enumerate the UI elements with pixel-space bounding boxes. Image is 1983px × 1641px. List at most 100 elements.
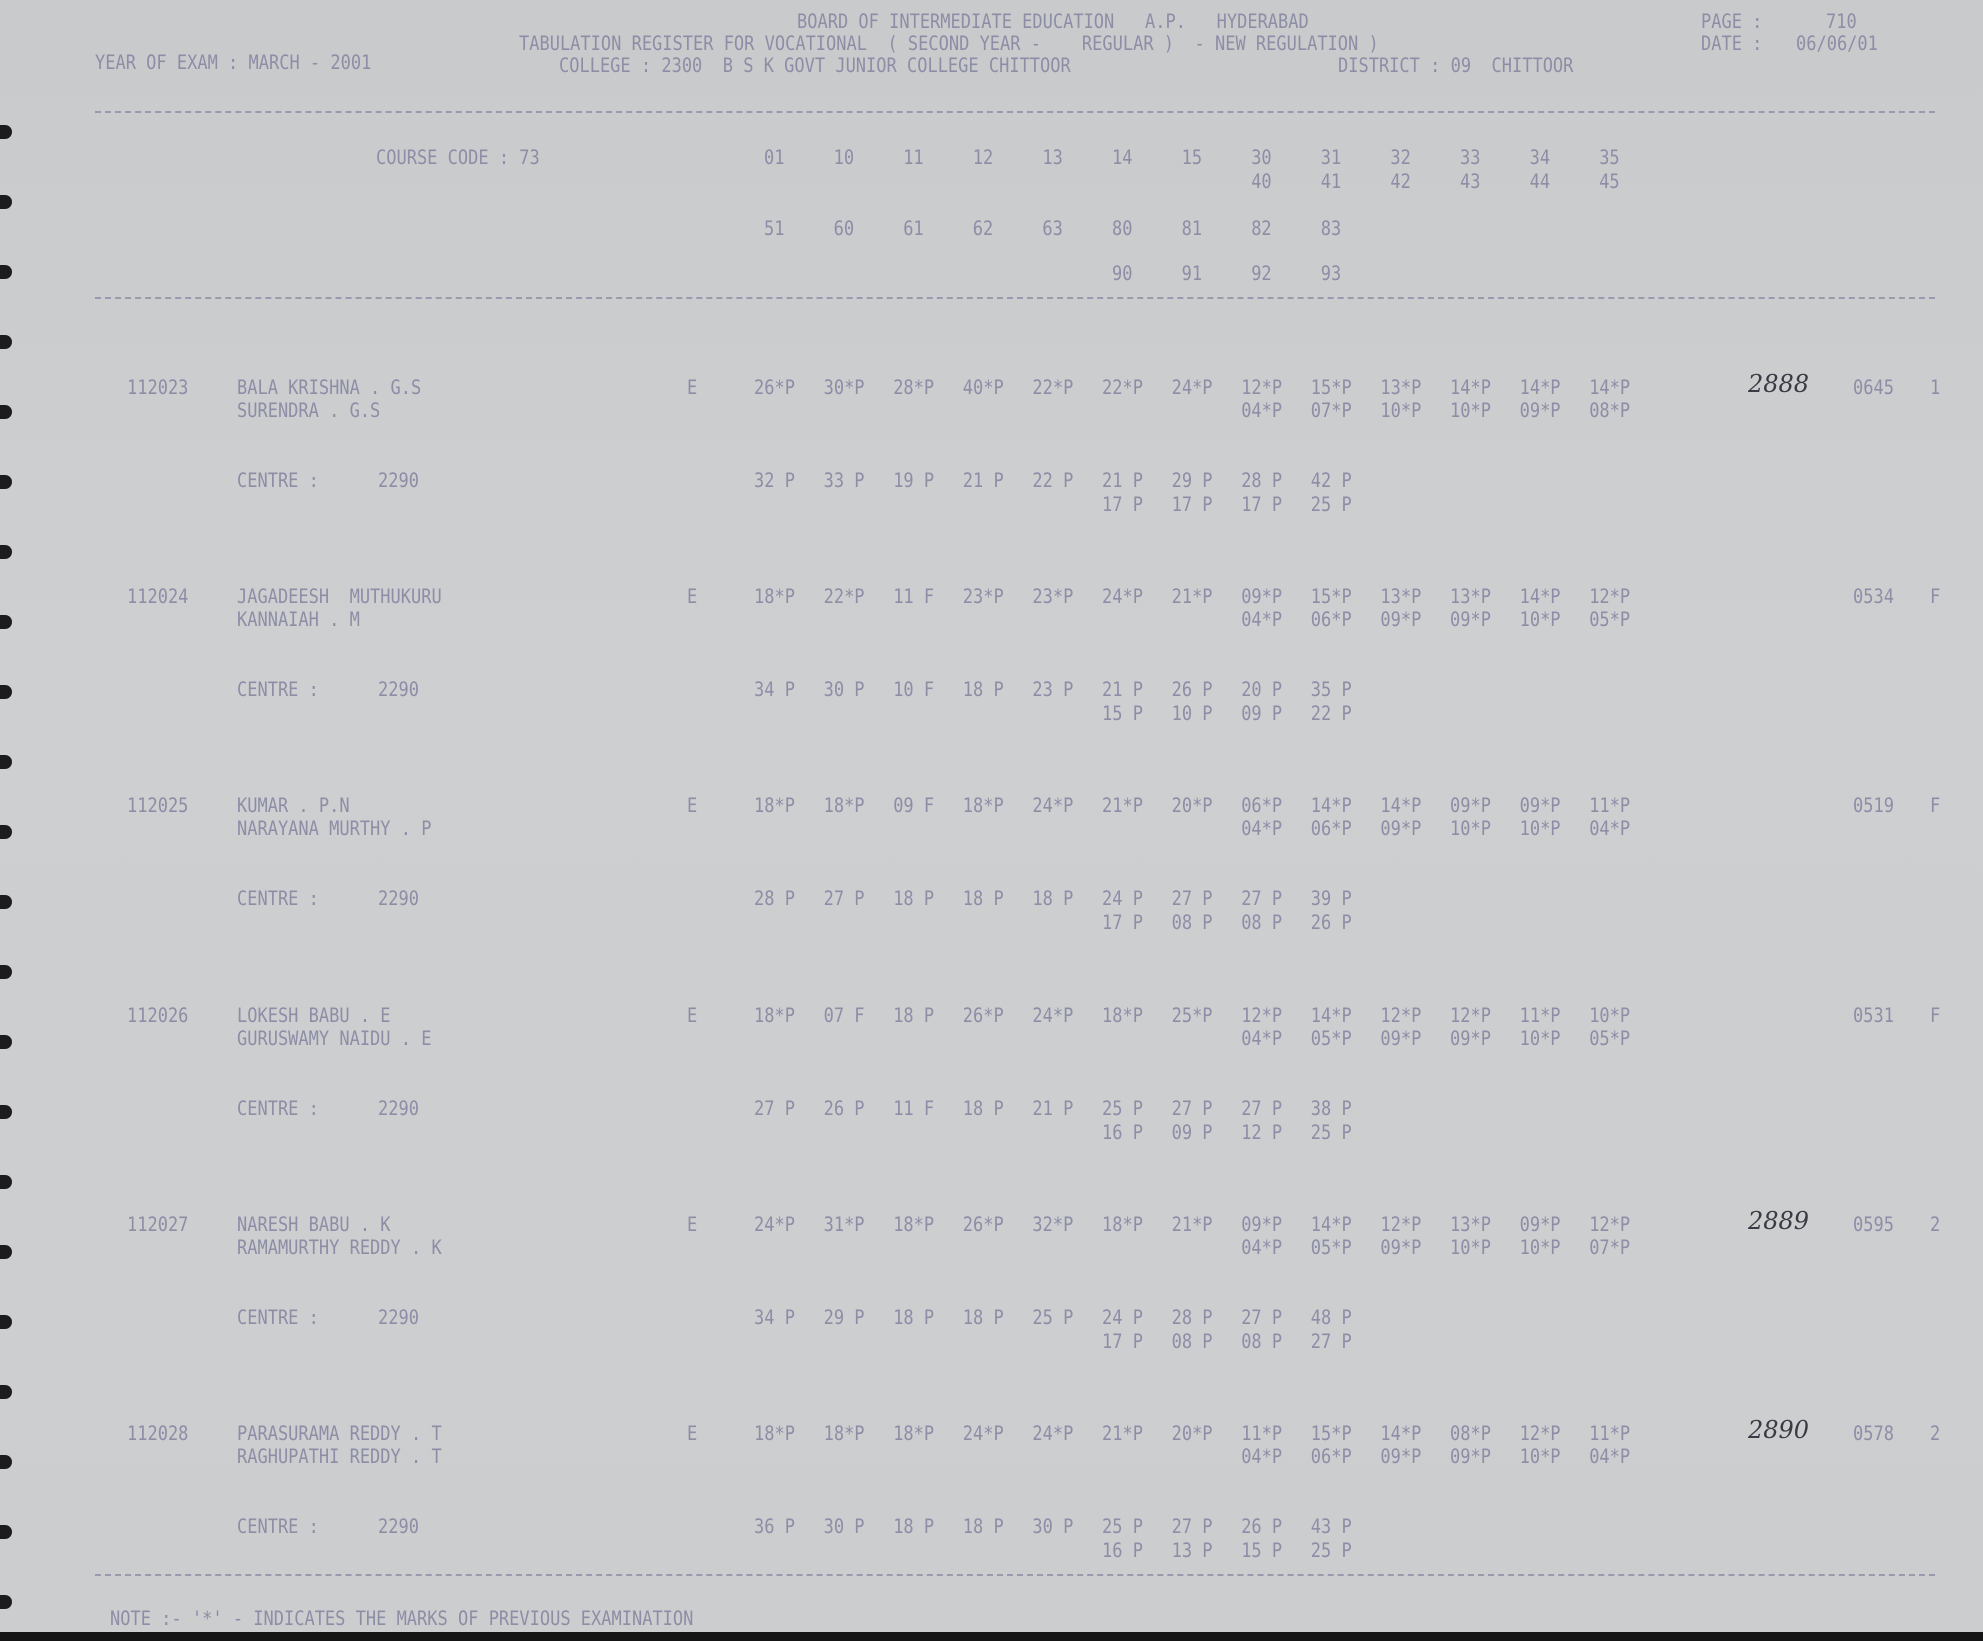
subject-mark: 24*P [754, 1213, 795, 1237]
student-name: BALA KRISHNA . G.S [237, 376, 422, 400]
total-marks: 0534 [1853, 586, 1894, 610]
subject-mark: 08*P [1589, 399, 1631, 423]
subject-mark: 10*P [1450, 399, 1491, 423]
centre-label: CENTRE : [237, 1306, 319, 1330]
centre-mark: 18 P [893, 888, 935, 912]
centre-mark: 12 P [1241, 1121, 1283, 1145]
subject-mark: 24*P [1102, 586, 1143, 610]
centre-mark: 17 P [1102, 912, 1143, 936]
centre-mark: 38 P [1310, 1097, 1352, 1121]
punch-hole-icon [0, 475, 12, 489]
subject-code: 10 [833, 146, 855, 170]
centre-mark: 08 P [1171, 912, 1213, 936]
subject-mark: 28*P [893, 376, 935, 400]
medium-code: E [687, 1213, 698, 1237]
punch-hole-icon [0, 1105, 12, 1119]
centre-mark: 18 P [962, 1515, 1004, 1539]
subject-code: 40 [1251, 170, 1272, 194]
total-marks: 0645 [1853, 376, 1894, 400]
subject-mark: 21*P [1102, 1422, 1143, 1446]
centre-mark: 27 P [1171, 1097, 1213, 1121]
subject-mark: 21*P [1171, 1213, 1213, 1237]
total-marks: 0519 [1853, 795, 1894, 819]
punch-hole-icon [0, 755, 12, 769]
subject-mark: 15*P [1310, 376, 1352, 400]
subject-mark: 18*P [823, 1422, 865, 1446]
subject-mark: 09*P [1450, 609, 1491, 633]
subject-mark: 09*P [1380, 1027, 1422, 1051]
centre-mark: 25 P [1310, 1121, 1352, 1145]
subject-mark: 14*P [1380, 795, 1422, 819]
centre-mark: 27 P [1310, 1330, 1352, 1354]
student-name: JAGADEESH MUTHUKURU [237, 586, 442, 610]
total-marks: 0578 [1853, 1422, 1894, 1446]
subject-mark: 06*P [1310, 609, 1352, 633]
punch-hole-icon [0, 1315, 12, 1329]
centre-mark: 09 P [1171, 1121, 1213, 1145]
father-name: NARAYANA MURTHY . P [237, 818, 432, 842]
subject-code: 80 [1112, 217, 1133, 241]
punch-hole-icon [0, 545, 12, 559]
subject-mark: 09*P [1450, 1445, 1491, 1469]
subject-mark: 04*P [1241, 609, 1283, 633]
subject-mark: 05*P [1589, 1027, 1631, 1051]
punch-hole-icon [0, 825, 12, 839]
roll-number: 112027 [127, 1213, 189, 1237]
scanner-edge [0, 1632, 1983, 1641]
medium-code: E [687, 1004, 698, 1028]
result: 1 [1930, 376, 1941, 400]
punch-hole-icon [0, 125, 12, 139]
centre-mark: 18 P [893, 1515, 935, 1539]
subject-mark: 22*P [1032, 376, 1074, 400]
centre-mark: 29 P [823, 1306, 865, 1330]
centre-mark: 21 P [1102, 679, 1143, 703]
subject-mark: 04*P [1241, 1236, 1283, 1260]
divider [95, 1574, 1935, 1576]
subject-mark: 15*P [1310, 1422, 1352, 1446]
centre-mark: 39 P [1310, 888, 1352, 912]
subject-mark: 10*P [1450, 818, 1491, 842]
subject-mark: 40*P [962, 376, 1004, 400]
subject-mark: 20*P [1171, 1422, 1213, 1446]
subject-mark: 18*P [1102, 1004, 1143, 1028]
subject-mark: 14*P [1519, 586, 1561, 610]
district: DISTRICT : 09 CHITTOOR [1338, 54, 1574, 78]
subject-mark: 06*P [1241, 795, 1283, 819]
subject-mark: 12*P [1519, 1422, 1561, 1446]
centre-mark: 27 P [1171, 1515, 1213, 1539]
centre-mark: 21 P [962, 469, 1004, 493]
subject-mark: 12*P [1589, 1213, 1631, 1237]
father-name: SURENDRA . G.S [237, 399, 381, 423]
subject-mark: 18 P [893, 1004, 935, 1028]
subject-mark: 10*P [1519, 1236, 1561, 1260]
subject-mark: 21*P [1102, 795, 1143, 819]
subject-mark: 09*P [1241, 1213, 1283, 1237]
subject-code: 15 [1181, 146, 1203, 170]
date-label: DATE : [1701, 32, 1763, 56]
roll-number: 112024 [127, 586, 189, 610]
subject-mark: 05*P [1310, 1236, 1352, 1260]
subject-mark: 22*P [1102, 376, 1143, 400]
punch-hole-icon [0, 1035, 12, 1049]
subject-mark: 14*P [1589, 376, 1631, 400]
subject-mark: 26*P [962, 1213, 1004, 1237]
centre-mark: 18 P [962, 888, 1004, 912]
subject-mark: 18*P [754, 795, 795, 819]
student-name: LOKESH BABU . E [237, 1004, 391, 1028]
subject-code: 31 [1320, 146, 1342, 170]
subject-mark: 13*P [1450, 1213, 1491, 1237]
subject-mark: 14*P [1310, 795, 1352, 819]
centre-mark: 34 P [754, 1306, 795, 1330]
subject-code: 34 [1529, 146, 1551, 170]
subject-code: 90 [1112, 262, 1133, 286]
result: 2 [1930, 1213, 1941, 1237]
subject-mark: 09 F [893, 795, 935, 819]
punch-hole-icon [0, 685, 12, 699]
centre-mark: 30 P [823, 1515, 865, 1539]
student-name: NARESH BABU . K [237, 1213, 391, 1237]
centre-mark: 20 P [1241, 679, 1283, 703]
centre-label: CENTRE : [237, 1097, 319, 1121]
subject-mark: 09*P [1380, 818, 1422, 842]
subject-mark: 14*P [1310, 1004, 1352, 1028]
course-code: COURSE CODE : 73 [376, 146, 540, 170]
